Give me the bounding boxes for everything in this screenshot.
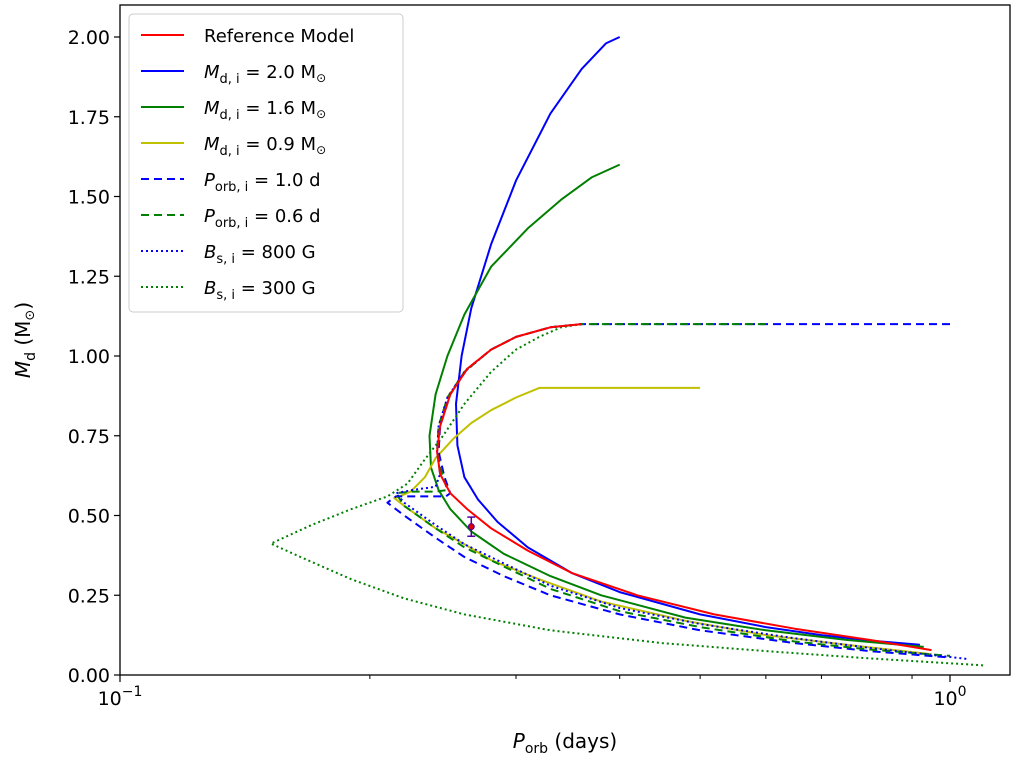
series-line-1 xyxy=(428,163,924,648)
x-tick-label-exp-1: 0 xyxy=(958,684,967,700)
y-axis-label-sub-sun: ⊙ xyxy=(23,310,38,321)
y-axis-label-end: ) xyxy=(11,302,35,310)
series-line-0 xyxy=(455,36,920,646)
y-axis-label: Md (M⊙) xyxy=(11,302,39,378)
legend-label-symbol-5: P xyxy=(204,206,215,227)
legend-label-5: Porb, i = 0.6 d xyxy=(204,206,321,231)
legend-label-sub-4: orb, i xyxy=(215,180,248,195)
y-tick-label-4: 1.00 xyxy=(68,346,110,368)
y-tick-label-0: 0.00 xyxy=(68,665,110,687)
y-tick-label-7: 1.75 xyxy=(68,107,110,129)
y-axis: 0.00 0.25 0.50 0.75 1.00 1.25 1.50 1.75 2.00 xyxy=(68,27,120,687)
legend-label-sun-1: ⊙ xyxy=(316,71,326,85)
legend-label-0: Reference Model xyxy=(204,26,354,47)
legend-label-symbol-6: B xyxy=(204,242,216,263)
series-layer xyxy=(269,36,985,667)
legend-label-sub-3: d, i xyxy=(220,144,240,159)
y-tick-label-2: 0.50 xyxy=(68,506,110,528)
x-tick-label-1: 100 xyxy=(933,684,966,710)
legend-label-rest-6: = 800 G xyxy=(235,242,316,263)
x-axis-label-sub: orb xyxy=(525,741,548,757)
legend-label-symbol-4: P xyxy=(204,170,215,191)
legend-label-sun-3: ⊙ xyxy=(316,143,326,157)
legend-label-rest-3: = 0.9 M xyxy=(240,134,316,155)
legend-label-symbol-2: M xyxy=(204,98,220,119)
series-line-7 xyxy=(436,323,932,652)
legend-label-7: Bs, i = 300 G xyxy=(204,278,316,303)
x-tick-label-0: 10−1 xyxy=(98,684,143,710)
observed-point xyxy=(467,523,475,531)
legend-label-symbol-3: M xyxy=(204,134,220,155)
x-tick-label-base-1: 10 xyxy=(933,688,957,710)
legend-label-symbol-1: M xyxy=(204,62,220,83)
legend-label-2: Md, i = 1.6 M⊙ xyxy=(204,98,326,123)
y-tick-label-1: 0.25 xyxy=(68,585,110,607)
x-axis-label-main: P xyxy=(513,729,526,753)
y-axis-label-main: M xyxy=(11,361,35,378)
legend-label-sub-5: orb, i xyxy=(215,216,248,231)
y-axis-label-rest: (M xyxy=(11,321,35,352)
series-line-3 xyxy=(386,323,951,659)
x-axis-label: Porb (days) xyxy=(513,729,617,757)
legend-label-sub-7: s, i xyxy=(216,288,235,303)
x-tick-label-exp-0: −1 xyxy=(122,684,143,700)
legend-label-6: Bs, i = 800 G xyxy=(204,242,316,267)
legend-label-3: Md, i = 0.9 M⊙ xyxy=(204,134,326,159)
legend-label-rest-2: = 1.6 M xyxy=(240,98,316,119)
legend-label-symbol-7: B xyxy=(204,278,216,299)
x-axis-label-rest: (days) xyxy=(548,729,617,753)
legend-label-4: Porb, i = 1.0 d xyxy=(204,170,321,195)
x-axis: 10−1 100 xyxy=(98,675,967,710)
y-tick-label-6: 1.50 xyxy=(68,187,110,209)
legend-label-sub-6: s, i xyxy=(216,252,235,267)
y-axis-label-sub: d xyxy=(23,352,39,361)
observed-point-layer xyxy=(467,516,476,537)
legend-box xyxy=(128,13,404,313)
legend-label-sub-1: d, i xyxy=(220,72,240,87)
y-tick-label-3: 0.75 xyxy=(68,426,110,448)
legend-label-rest-1: = 2.0 M xyxy=(240,62,316,83)
plot-frame xyxy=(119,4,1011,676)
x-tick-label-base-0: 10 xyxy=(98,688,122,710)
y-tick-label-5: 1.25 xyxy=(68,266,110,288)
legend-label-rest-5: = 0.6 d xyxy=(248,206,320,227)
legend-label-rest-7: = 300 G xyxy=(235,278,316,299)
legend-label-sun-2: ⊙ xyxy=(316,107,326,121)
legend-label-sub-2: d, i xyxy=(220,108,240,123)
legend-label-1: Md, i = 2.0 M⊙ xyxy=(204,62,326,87)
y-tick-label-8: 2.00 xyxy=(68,27,110,49)
legend-label-rest-4: = 1.0 d xyxy=(248,170,320,191)
